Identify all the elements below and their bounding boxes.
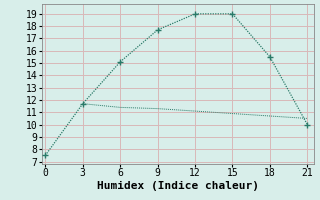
X-axis label: Humidex (Indice chaleur): Humidex (Indice chaleur) [97,181,259,191]
